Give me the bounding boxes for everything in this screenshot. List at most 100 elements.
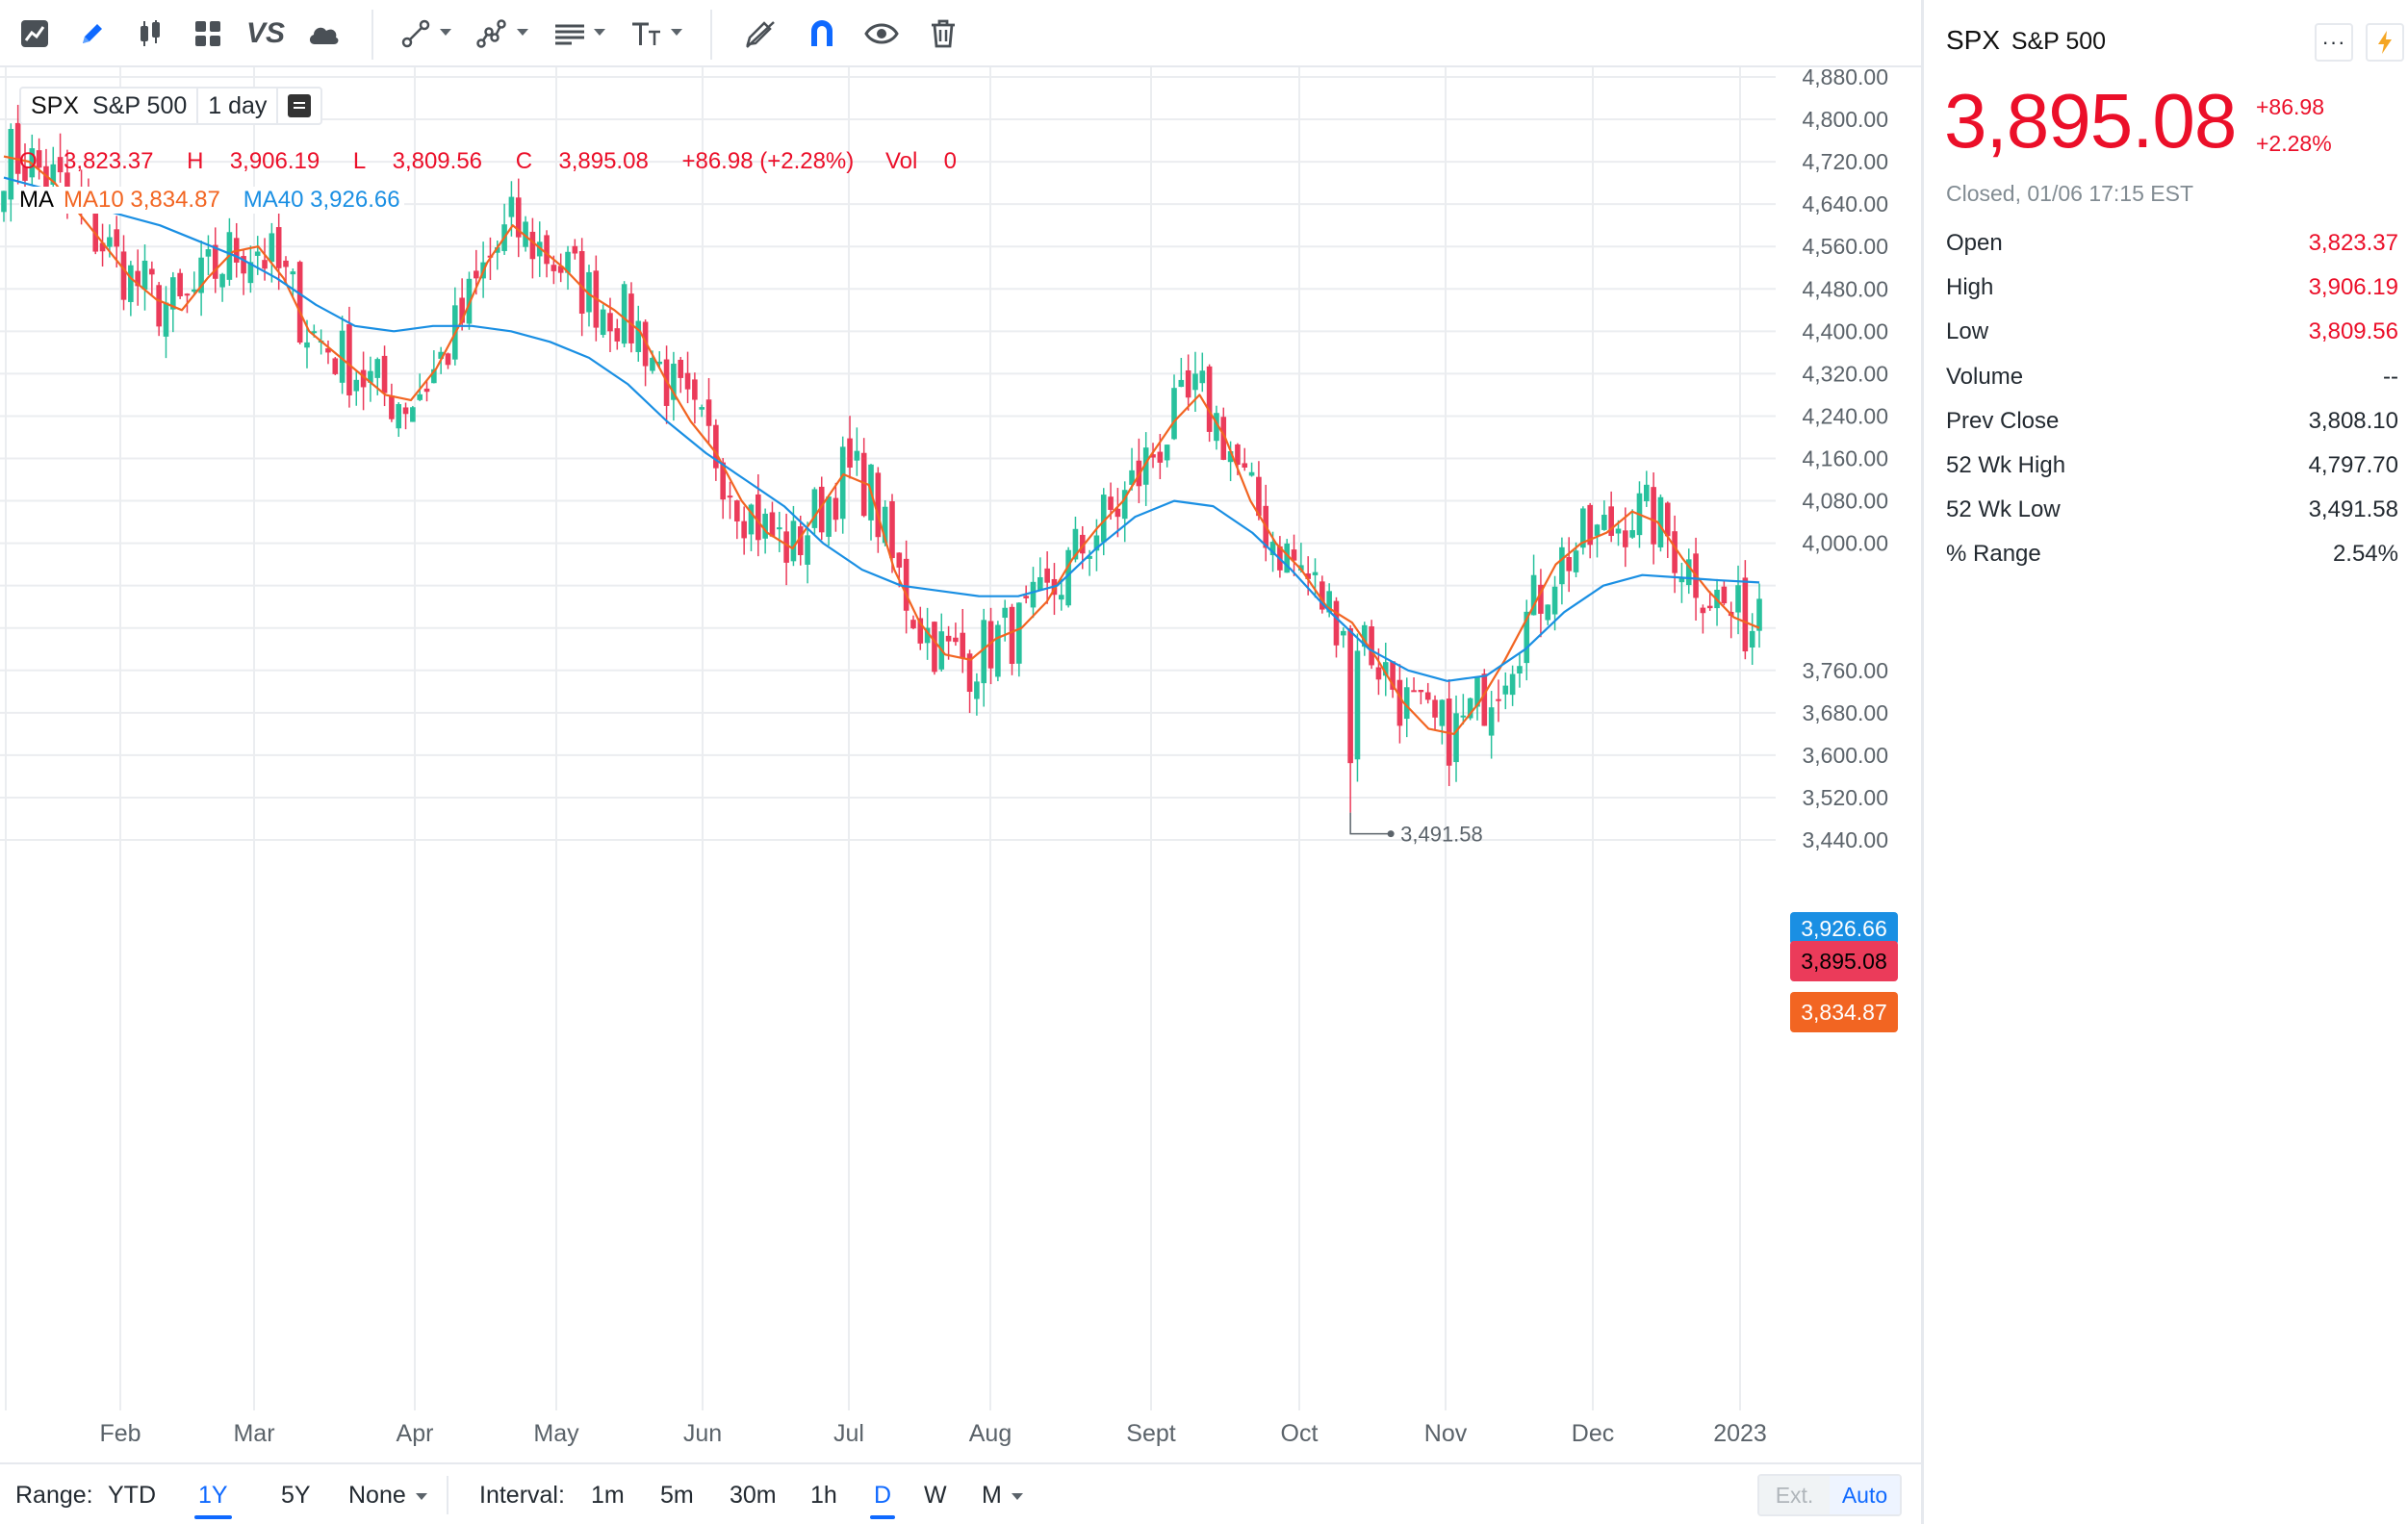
range-dropdown[interactable]: None: [348, 1482, 427, 1510]
interval-1m[interactable]: 1m: [591, 1482, 625, 1509]
text-tool-icon[interactable]: [628, 13, 666, 54]
document-icon: [288, 94, 312, 117]
y-tick-label: 3,600.00: [1802, 743, 1888, 768]
stat-row: Open 3,823.37: [1946, 221, 2398, 266]
stat-label: 52 Wk High: [1946, 452, 2066, 479]
candle-body: [1488, 707, 1495, 736]
trash-icon[interactable]: [926, 13, 961, 54]
range-ytd[interactable]: YTD: [108, 1482, 156, 1509]
candle-body: [656, 361, 663, 365]
market-status: Closed, 01/06 17:15 EST: [1946, 181, 2193, 206]
chevron-down-icon: [415, 1492, 427, 1500]
fibonacci-tool-icon[interactable]: [551, 13, 589, 54]
quote-stats: Open 3,823.37 High 3,906.19 Low 3,809.56 Vo…: [1946, 221, 2398, 577]
magnet-icon[interactable]: [803, 13, 841, 54]
candle-body: [247, 262, 254, 284]
y-tick-label: 3,440.00: [1802, 827, 1888, 852]
candlestick-icon[interactable]: [133, 13, 167, 54]
more-options-button[interactable]: ···: [2315, 23, 2353, 62]
multi-point-tool-icon[interactable]: [474, 13, 508, 54]
range-1y[interactable]: 1Y: [194, 1482, 232, 1519]
candle-body: [332, 358, 339, 374]
interval-w[interactable]: W: [924, 1482, 947, 1509]
candle-body: [120, 251, 127, 300]
candle-body: [741, 521, 747, 539]
text-tool-caret-icon[interactable]: [671, 29, 682, 36]
interval-5m[interactable]: 5m: [660, 1482, 694, 1509]
candle-body: [1651, 487, 1656, 545]
range-dropdown-value: None: [348, 1482, 406, 1509]
extended-hours-button[interactable]: Ext.: [1759, 1476, 1830, 1514]
candle-body: [219, 273, 225, 288]
candle-body: [1721, 586, 1728, 604]
x-tick-label: 2023: [1713, 1420, 1767, 1447]
price-chart[interactable]: 4,880.00 4,800.00 4,720.00 4,640.00 4,560.00…: [0, 67, 1921, 1462]
draw-hide-icon[interactable]: [741, 13, 780, 54]
indicators-icon[interactable]: [191, 13, 225, 54]
candle-body: [508, 196, 515, 217]
interval-1h[interactable]: 1h: [810, 1482, 837, 1509]
cloud-icon[interactable]: [304, 13, 343, 54]
interval-d[interactable]: D: [869, 1482, 896, 1519]
y-tick-label: 4,720.00: [1802, 149, 1888, 174]
stat-label: Open: [1946, 230, 2003, 257]
auto-scale-button[interactable]: Auto: [1830, 1476, 1900, 1514]
candle-body: [790, 521, 797, 562]
candle-body: [586, 271, 592, 313]
candle-body: [423, 388, 430, 393]
candle-body: [621, 284, 628, 344]
fibonacci-caret-icon[interactable]: [594, 29, 605, 36]
multi-point-caret-icon[interactable]: [517, 29, 528, 36]
range-5y[interactable]: 5Y: [281, 1482, 311, 1509]
line-tool-icon[interactable]: [398, 13, 433, 54]
candle-body: [903, 558, 909, 611]
stat-value: 3,491.58: [2308, 496, 2398, 523]
candle-body: [107, 237, 113, 247]
interval-30m[interactable]: 30m: [730, 1482, 777, 1509]
candle-body: [818, 486, 825, 533]
ma-legend[interactable]: MA MA10 3,834.87 MA40 3,926.66: [19, 187, 404, 214]
candle-body: [431, 368, 437, 384]
candle-body: [1361, 624, 1368, 648]
bottom-divider: [447, 1476, 448, 1514]
candle-body: [1058, 595, 1064, 600]
candle-body: [727, 495, 733, 498]
candle-body: [1248, 471, 1255, 476]
candle-body: [960, 632, 966, 659]
candle-body: [678, 359, 684, 378]
draw-pencil-icon[interactable]: [75, 13, 110, 54]
line-tool-caret-icon[interactable]: [440, 29, 451, 36]
lightning-icon[interactable]: [2366, 23, 2404, 62]
candle-body: [1269, 542, 1276, 556]
toolbar-divider: [371, 10, 373, 60]
symbol-selector[interactable]: SPX S&P 500 1 day: [19, 87, 323, 125]
ma10-legend: MA10 3,834.87: [64, 187, 220, 213]
candle-body: [1312, 572, 1319, 575]
events-button[interactable]: [276, 89, 320, 123]
interval-dropdown[interactable]: M: [982, 1482, 1023, 1510]
candle-body: [1685, 559, 1692, 586]
candle-body: [1481, 673, 1488, 726]
stat-value: 3,823.37: [2308, 230, 2398, 257]
candle-body: [572, 245, 578, 254]
candle-body: [212, 244, 218, 279]
interval-selector[interactable]: 1 day: [196, 89, 276, 123]
candle-body: [57, 157, 64, 173]
chart-panel-divider: [1921, 0, 1924, 1524]
chart-type-icon[interactable]: [17, 13, 52, 54]
candle-body: [684, 372, 691, 390]
change-value: +86.98 (+2.28%): [681, 148, 855, 174]
candle-body: [290, 271, 296, 275]
eye-icon[interactable]: [862, 13, 901, 54]
compare-vs-icon[interactable]: VS: [244, 13, 287, 54]
candle-body: [1735, 585, 1741, 613]
candle-body: [1002, 607, 1008, 619]
candle-body: [114, 229, 120, 247]
candle-body: [839, 446, 846, 520]
x-tick-label: Aug: [969, 1420, 1012, 1447]
candle-body: [797, 526, 804, 556]
candle-body: [14, 122, 21, 174]
candle-body: [1142, 447, 1149, 485]
symbol-ticker: SPX: [31, 91, 80, 119]
candle-body: [1573, 550, 1579, 572]
